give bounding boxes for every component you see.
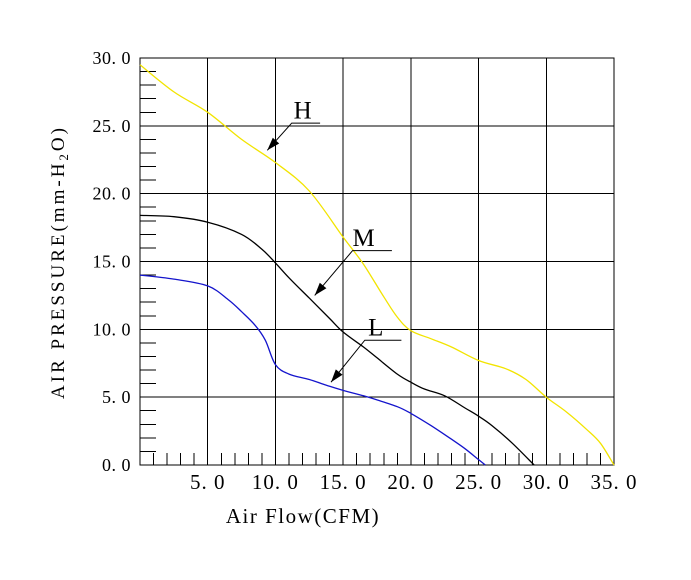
y-axis-title-subscript: 2 <box>56 151 71 161</box>
y-tick-label-25: 25. 0 <box>93 116 132 136</box>
series-label-L: L <box>368 315 383 342</box>
curves-layer <box>139 64 615 466</box>
y-tick-label-0: 0. 0 <box>102 455 131 475</box>
x-tick-label-5: 5. 0 <box>190 470 226 494</box>
y-tick-label-20: 20. 0 <box>93 184 132 204</box>
minor-ticks-layer <box>140 71 601 465</box>
arrowhead-M <box>314 282 327 296</box>
curve-H <box>139 64 615 466</box>
leader-M <box>314 250 392 296</box>
curve-M <box>139 214 535 466</box>
grid-layer <box>140 57 615 466</box>
plot-border <box>139 57 615 466</box>
arrowhead-H <box>267 137 280 151</box>
series-label-H: H <box>294 98 312 125</box>
curve-L <box>139 274 486 466</box>
x-tick-label-20: 20. 0 <box>387 470 434 494</box>
leader-L <box>330 339 402 383</box>
x-tick-label-15: 15. 0 <box>320 470 367 494</box>
y-tick-label-10: 10. 0 <box>93 319 132 339</box>
arrowhead-L <box>331 369 343 383</box>
y-tick-label-5: 5. 0 <box>102 387 131 407</box>
y-axis-title-prefix: AIR PRESSURE(mm-H <box>48 161 69 399</box>
x-tick-label-10: 10. 0 <box>252 470 299 494</box>
x-tick-label-25: 25. 0 <box>455 470 502 494</box>
x-tick-label-35: 35. 0 <box>591 470 638 494</box>
y-axis-title-suffix: O) <box>48 125 69 151</box>
x-axis-title: Air Flow(CFM) <box>226 504 380 528</box>
x-tick-label-30: 30. 0 <box>523 470 570 494</box>
series-label-M: M <box>353 225 375 252</box>
annotations-layer: H M L <box>266 98 402 383</box>
y-tick-label-15: 15. 0 <box>93 252 132 272</box>
y-tick-label-30: 30. 0 <box>93 48 132 68</box>
tick-labels-layer: 5. 0 10. 0 15. 0 20. 0 25. 0 30. 0 35. 0 0. 0 5.… <box>93 48 638 494</box>
y-axis-title: AIR PRESSURE(mm-H2O) <box>48 125 71 399</box>
